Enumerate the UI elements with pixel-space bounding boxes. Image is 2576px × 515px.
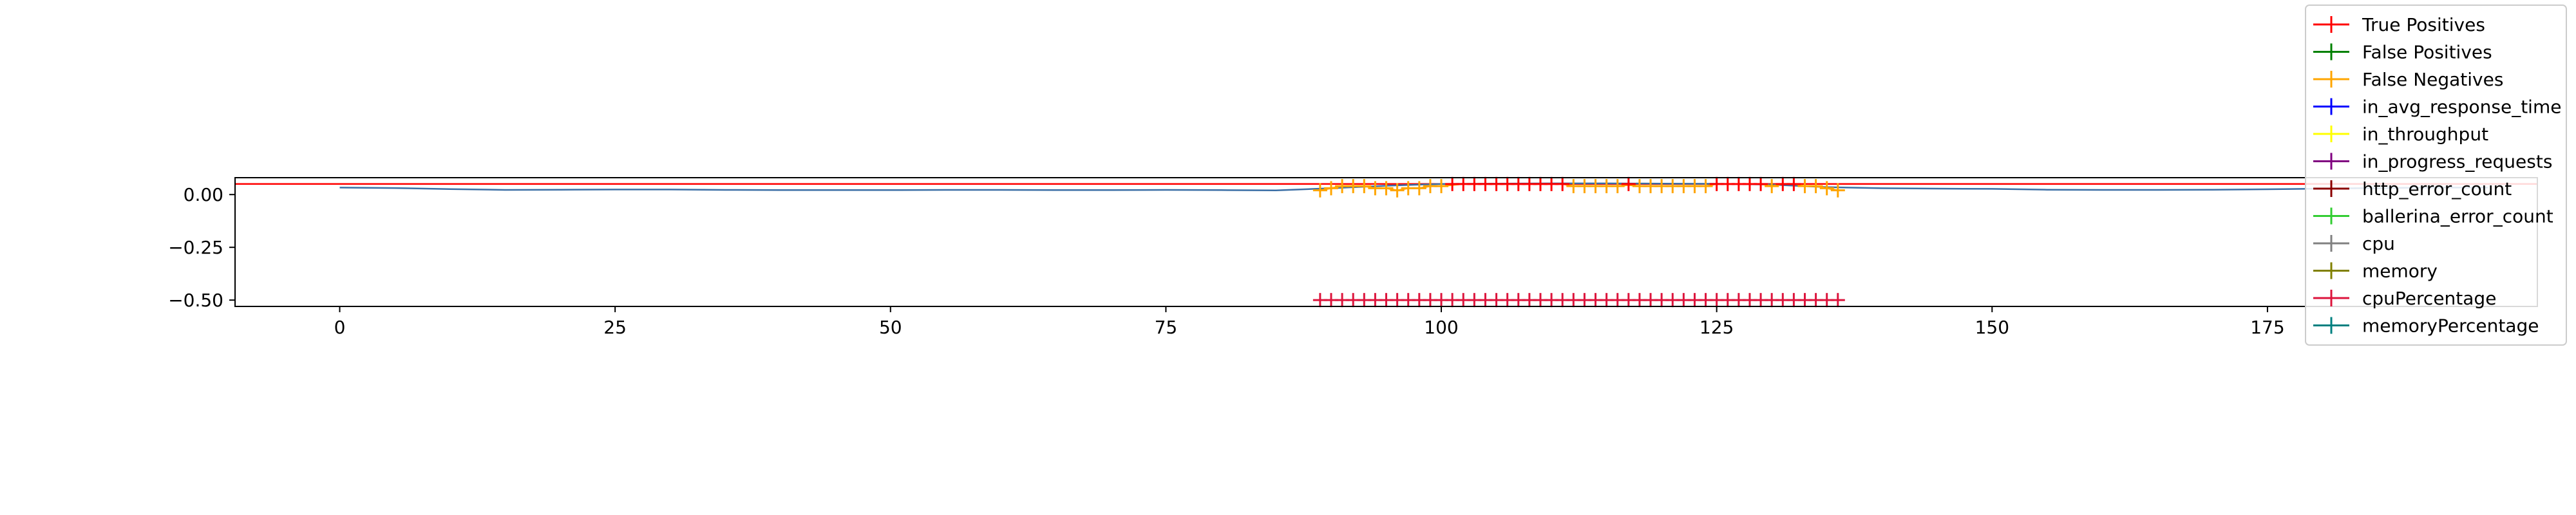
legend-entry: in_progress_requests — [2313, 151, 2552, 173]
plot-markers — [1312, 176, 1845, 308]
data-point — [1555, 176, 1570, 191]
data-point — [1765, 179, 1779, 194]
legend-label: memoryPercentage — [2362, 315, 2539, 337]
legend-label: memory — [2362, 261, 2438, 282]
legend-entry: False Positives — [2313, 42, 2492, 63]
data-point — [1379, 181, 1394, 196]
x-tick-label: 125 — [1700, 317, 1734, 338]
legend-label: False Positives — [2362, 42, 2492, 63]
legend-label: ballerina_error_count — [2362, 206, 2553, 227]
data-point — [1390, 183, 1405, 198]
legend-label: http_error_count — [2362, 178, 2512, 200]
data-point — [1754, 176, 1768, 191]
legend-label: True Positives — [2362, 14, 2485, 35]
legend-label: cpu — [2362, 233, 2395, 254]
data-point — [1830, 183, 1845, 198]
data-point — [1621, 176, 1636, 191]
data-point — [1312, 183, 1327, 198]
data-point — [1357, 179, 1372, 194]
legend-entry: memory — [2313, 261, 2438, 282]
legend-label: cpuPercentage — [2362, 288, 2496, 309]
data-point — [1830, 293, 1845, 308]
legend-entry: cpuPercentage — [2313, 288, 2496, 309]
legend-entry: in_throughput — [2313, 124, 2488, 145]
legend-label: False Negatives — [2362, 69, 2503, 90]
data-point — [1412, 181, 1426, 196]
y-tick-label: −0.25 — [168, 237, 223, 258]
data-point — [1610, 179, 1625, 194]
legend-box — [2305, 5, 2567, 346]
legend-entry: True Positives — [2313, 14, 2485, 35]
data-point — [1323, 181, 1338, 196]
y-axis: 0.00 −0.25 −0.50 — [168, 184, 235, 311]
legend-entry: http_error_count — [2313, 178, 2512, 200]
legend-entry: ballerina_error_count — [2313, 206, 2553, 227]
x-tick-label: 25 — [603, 317, 627, 338]
legend-entry: in_avg_response_time — [2313, 97, 2561, 118]
legend-label: in_throughput — [2362, 124, 2488, 145]
x-tick-label: 150 — [1975, 317, 2009, 338]
data-point — [1819, 181, 1834, 196]
series-line-1 — [339, 182, 2488, 191]
x-axis: 0 25 50 75 100 125 150 175 — [334, 306, 2285, 338]
data-point — [1808, 179, 1823, 194]
legend-entry: False Negatives — [2313, 69, 2503, 90]
data-point — [1434, 179, 1449, 194]
y-tick-label: 0.00 — [184, 184, 223, 205]
legend-entry: memoryPercentage — [2313, 315, 2539, 337]
data-point — [1786, 176, 1801, 191]
x-tick-label: 0 — [334, 317, 346, 338]
data-point — [1698, 179, 1713, 194]
x-tick-label: 100 — [1424, 317, 1458, 338]
legend-label: in_avg_response_time — [2362, 97, 2561, 118]
legend-label: in_progress_requests — [2362, 151, 2552, 173]
x-tick-label: 75 — [1155, 317, 1178, 338]
legend-entry: cpu — [2313, 233, 2395, 254]
plot-frame — [234, 177, 2538, 307]
y-tick-label: −0.50 — [168, 290, 223, 311]
x-tick-label: 175 — [2250, 317, 2284, 338]
legend: True Positives False Positives False Negat… — [2305, 5, 2567, 346]
x-tick-label: 50 — [879, 317, 902, 338]
